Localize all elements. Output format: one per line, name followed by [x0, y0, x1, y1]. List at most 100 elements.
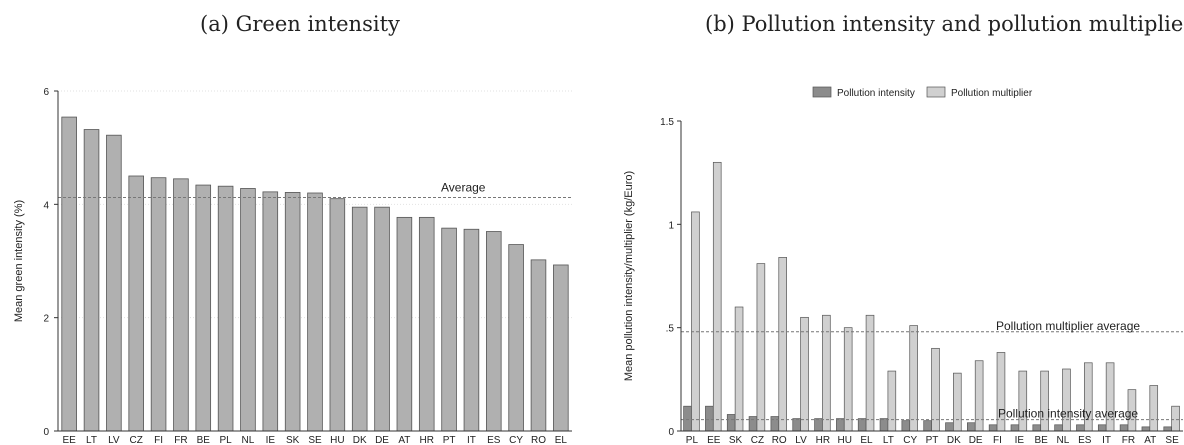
x-tick-label-a: LT: [86, 435, 97, 445]
panel-a-title: (a) Green intensity: [200, 12, 400, 36]
multiplier-bar-pt: [931, 347, 940, 432]
x-tick-label-b: SE: [1165, 435, 1179, 445]
multiplier-bar-sk: [734, 306, 744, 432]
x-tick-label-a: LV: [108, 435, 120, 445]
bar-de: [374, 206, 390, 432]
intensity-bar-el: [857, 418, 867, 432]
bar-cz: [128, 175, 144, 432]
legend-swatch-multiplier: [926, 86, 946, 98]
bar-el: [553, 264, 569, 432]
intensity-bar-sk: [726, 414, 736, 432]
bar-hu: [329, 198, 346, 432]
multiplier-bar-be: [1040, 370, 1049, 432]
intensity-bar-es: [1076, 424, 1085, 432]
average-label: Average: [441, 181, 486, 195]
bar-nl: [240, 188, 256, 432]
multiplier-average-label: Pollution multiplier average: [996, 319, 1140, 333]
intensity-bar-ro: [770, 416, 780, 432]
x-tick-label-a: PL: [219, 435, 232, 445]
intensity-bar-cy: [901, 420, 911, 432]
multiplier-bar-ee: [712, 161, 722, 432]
x-tick-label-a: SK: [286, 435, 300, 445]
intensity-bar-pl: [683, 405, 692, 432]
multiplier-bar-dk: [953, 372, 962, 432]
x-tick-label-a: PT: [443, 435, 456, 445]
y-tick-label-a: 0: [43, 427, 49, 438]
bar-se: [307, 192, 323, 432]
intensity-bar-de: [967, 422, 976, 432]
x-tick-label-b: FR: [1122, 435, 1135, 445]
multiplier-bar-pl: [691, 211, 700, 432]
intensity-bar-lt: [879, 418, 889, 432]
x-tick-label-b: SK: [729, 435, 743, 445]
x-tick-label-a: AT: [398, 435, 410, 445]
bar-dk: [351, 206, 368, 432]
multiplier-bar-it: [1105, 362, 1115, 432]
x-tick-label-a: CY: [509, 435, 523, 445]
bar-ie: [262, 191, 279, 432]
x-tick-label-a: EE: [63, 435, 77, 445]
bar-pl: [217, 185, 234, 432]
y-tick-label-b: 1: [668, 220, 674, 231]
multiplier-bar-cz: [756, 263, 766, 432]
x-tick-label-a: HR: [420, 435, 434, 445]
bar-ee: [61, 116, 77, 432]
x-tick-label-b: DK: [947, 435, 961, 445]
x-tick-label-a: IE: [266, 435, 276, 445]
x-tick-label-b: AT: [1144, 435, 1156, 445]
x-tick-label-b: BE: [1034, 435, 1048, 445]
x-tick-label-b: RO: [772, 435, 787, 445]
x-tick-label-a: RO: [531, 435, 546, 445]
multiplier-bar-es: [1083, 362, 1093, 432]
intensity-bar-pt: [923, 420, 932, 432]
x-tick-label-a: SE: [308, 435, 322, 445]
multiplier-bar-ie: [1018, 370, 1028, 432]
bar-lv: [106, 134, 122, 432]
bar-it: [463, 228, 480, 432]
multiplier-bar-lt: [887, 370, 897, 432]
multiplier-bar-cy: [909, 325, 918, 432]
multiplier-bar-el: [865, 314, 875, 432]
intensity-bar-hr: [814, 418, 823, 432]
multiplier-bar-se: [1171, 405, 1180, 432]
bar-hr: [418, 216, 435, 432]
x-tick-label-b: FI: [993, 435, 1002, 445]
intensity-bar-se: [1163, 426, 1173, 432]
x-tick-label-a: NL: [242, 435, 255, 445]
x-tick-label-b: EL: [860, 435, 873, 445]
bar-fr: [173, 178, 189, 432]
panel-b-title: (b) Pollution intensity and pollution mu…: [705, 12, 1184, 36]
multiplier-bar-lv: [800, 316, 809, 432]
intensity-bar-nl: [1054, 424, 1063, 432]
y-tick-label-b: 1.5: [660, 117, 674, 128]
bar-es: [486, 231, 502, 432]
intensity-bar-lv: [792, 418, 801, 432]
x-tick-label-b: CY: [903, 435, 917, 445]
legend-label-multiplier: Pollution multiplier: [951, 88, 1033, 99]
intensity-bar-dk: [945, 422, 954, 432]
x-tick-label-a: BE: [197, 435, 211, 445]
intensity-bar-fi: [988, 424, 998, 432]
legend-label-intensity: Pollution intensity: [837, 88, 915, 99]
intensity-bar-ee: [705, 405, 714, 432]
x-tick-label-a: EL: [555, 435, 568, 445]
x-tick-label-b: CZ: [751, 435, 764, 445]
legend-swatch-intensity: [812, 86, 832, 98]
y-tick-label-b: 0: [668, 427, 674, 438]
multiplier-bar-de: [974, 360, 984, 432]
multiplier-bar-hr: [822, 314, 831, 432]
x-tick-label-a: IT: [467, 435, 476, 445]
x-tick-label-b: HR: [816, 435, 830, 445]
x-tick-label-b: PT: [926, 435, 939, 445]
multiplier-bar-at: [1149, 385, 1159, 432]
bar-pt: [441, 227, 457, 432]
x-tick-label-b: DE: [969, 435, 983, 445]
bar-be: [195, 184, 212, 432]
multiplier-bar-nl: [1062, 368, 1071, 432]
x-tick-label-b: PL: [686, 435, 699, 445]
x-tick-label-b: LT: [883, 435, 894, 445]
bar-sk: [284, 192, 301, 432]
bar-ro: [530, 259, 547, 432]
x-tick-label-a: HU: [330, 435, 344, 445]
